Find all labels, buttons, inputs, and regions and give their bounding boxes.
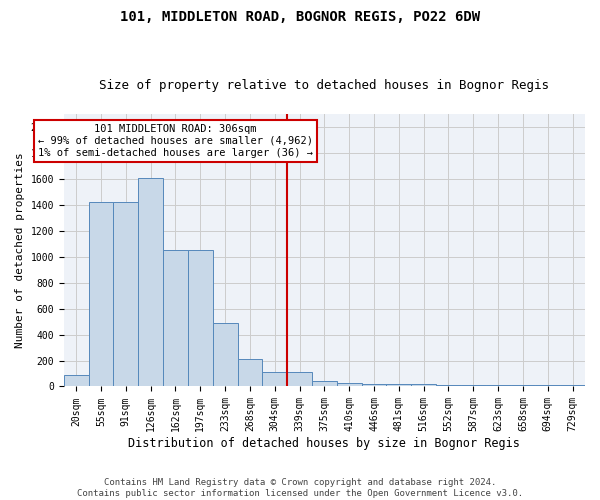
Bar <box>436 384 461 386</box>
Bar <box>560 385 585 386</box>
Bar <box>212 323 238 386</box>
Bar <box>337 383 362 386</box>
Bar <box>138 178 163 386</box>
Bar <box>163 250 188 386</box>
Y-axis label: Number of detached properties: Number of detached properties <box>15 152 25 348</box>
Bar <box>411 384 436 386</box>
Text: Contains HM Land Registry data © Crown copyright and database right 2024.
Contai: Contains HM Land Registry data © Crown c… <box>77 478 523 498</box>
Text: 101, MIDDLETON ROAD, BOGNOR REGIS, PO22 6DW: 101, MIDDLETON ROAD, BOGNOR REGIS, PO22 … <box>120 10 480 24</box>
Bar <box>511 385 535 386</box>
Bar <box>386 384 411 386</box>
Bar <box>89 202 113 386</box>
Bar <box>461 384 486 386</box>
Bar <box>238 359 262 386</box>
Title: Size of property relative to detached houses in Bognor Regis: Size of property relative to detached ho… <box>100 79 550 92</box>
Bar <box>287 372 312 386</box>
Bar <box>535 385 560 386</box>
X-axis label: Distribution of detached houses by size in Bognor Regis: Distribution of detached houses by size … <box>128 437 520 450</box>
Bar <box>262 372 287 386</box>
Text: 101 MIDDLETON ROAD: 306sqm
← 99% of detached houses are smaller (4,962)
1% of se: 101 MIDDLETON ROAD: 306sqm ← 99% of deta… <box>38 124 313 158</box>
Bar <box>113 202 138 386</box>
Bar <box>362 384 386 386</box>
Bar <box>188 250 212 386</box>
Bar <box>64 376 89 386</box>
Bar <box>312 382 337 386</box>
Bar <box>486 385 511 386</box>
